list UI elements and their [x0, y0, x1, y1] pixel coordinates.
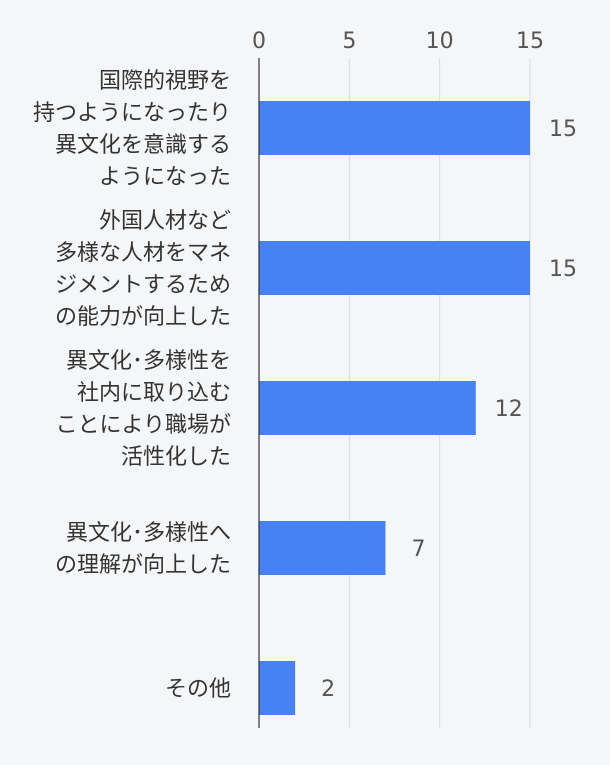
x-tick-label: 15 — [516, 29, 544, 54]
x-tick-label: 5 — [342, 29, 356, 54]
category-label-line: 異文化を意識する — [55, 133, 231, 158]
x-axis-ticks: 0 5 10 15 — [252, 29, 544, 54]
category-label-line: その他 — [165, 677, 231, 702]
category-label-line: 外国人材など — [99, 209, 231, 234]
value-label-4: 2 — [321, 677, 335, 702]
bar-4 — [259, 661, 296, 715]
bar-0 — [259, 101, 530, 155]
category-label-line: 多様な人材をマネ — [55, 241, 231, 266]
category-label-line: の理解が向上した — [55, 553, 231, 578]
bar-1 — [259, 241, 530, 295]
category-labels: 国際的視野を持つようになったり異文化を意識するようになった外国人材など多様な人材… — [33, 69, 231, 702]
value-label-2: 12 — [495, 397, 523, 422]
category-label-line: 活性化した — [121, 445, 231, 470]
category-label-line: ジメントするため — [55, 273, 231, 298]
category-label-line: 社内に取り込む — [77, 381, 231, 406]
x-tick-label: 10 — [426, 29, 454, 54]
category-label-line: の能力が向上した — [55, 305, 231, 330]
value-labels: 15 15 12 7 2 — [321, 117, 577, 702]
category-label-4: その他 — [165, 677, 231, 702]
category-label-line: ようになった — [99, 165, 231, 190]
x-tick-label: 0 — [252, 29, 266, 54]
value-label-0: 15 — [549, 117, 577, 142]
value-label-1: 15 — [549, 257, 577, 282]
category-label-line: 異文化･多様性を — [66, 349, 231, 374]
bars — [259, 101, 530, 715]
category-label-line: 異文化･多様性へ — [66, 521, 231, 546]
value-label-3: 7 — [411, 537, 425, 562]
category-label-line: 持つようになったり — [33, 101, 231, 126]
bar-3 — [259, 521, 386, 575]
bar-2 — [259, 381, 476, 435]
category-label-line: 国際的視野を — [99, 69, 231, 94]
category-label-line: ことにより職場が — [55, 413, 231, 438]
